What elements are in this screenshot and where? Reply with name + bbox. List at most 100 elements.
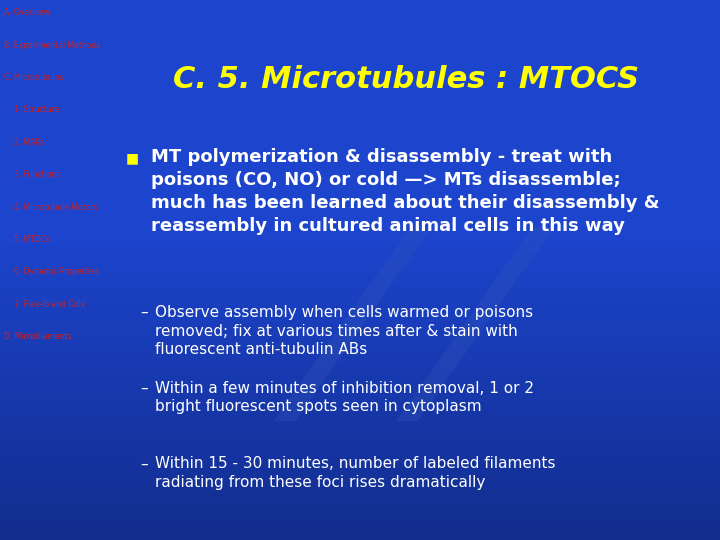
Text: –: – bbox=[140, 381, 148, 396]
Bar bbox=[0, 531, 720, 532]
Bar bbox=[0, 418, 720, 419]
Bar bbox=[0, 484, 720, 485]
Bar bbox=[0, 496, 720, 497]
Bar bbox=[0, 466, 720, 467]
Bar bbox=[0, 521, 720, 522]
Bar bbox=[0, 475, 720, 476]
Bar bbox=[0, 473, 720, 474]
Bar bbox=[0, 296, 720, 297]
Text: 5. MTOCs: 5. MTOCs bbox=[14, 235, 50, 244]
Bar bbox=[0, 329, 720, 330]
Bar bbox=[0, 417, 720, 418]
Bar bbox=[0, 269, 720, 270]
Bar bbox=[0, 442, 720, 443]
Bar bbox=[0, 283, 720, 284]
Bar bbox=[0, 281, 720, 282]
Bar bbox=[0, 523, 720, 524]
Bar bbox=[0, 241, 720, 242]
Bar bbox=[0, 474, 720, 475]
Bar bbox=[0, 359, 720, 360]
Bar bbox=[0, 426, 720, 427]
Text: D. Microfilaments: D. Microfilaments bbox=[4, 332, 71, 341]
Text: MT polymerization & disassembly - treat with
poisons (CO, NO) or cold —> MTs dis: MT polymerization & disassembly - treat … bbox=[151, 148, 660, 235]
Bar bbox=[0, 438, 720, 439]
Bar bbox=[0, 494, 720, 495]
Bar bbox=[0, 430, 720, 431]
Bar bbox=[0, 271, 720, 272]
Bar bbox=[0, 513, 720, 514]
Bar bbox=[0, 295, 720, 296]
Bar bbox=[0, 510, 720, 511]
Text: –: – bbox=[140, 456, 148, 471]
Bar bbox=[0, 275, 720, 276]
Bar bbox=[0, 452, 720, 453]
Bar bbox=[0, 427, 720, 428]
Bar bbox=[0, 297, 720, 298]
Bar bbox=[0, 502, 720, 503]
Bar bbox=[0, 363, 720, 364]
Bar bbox=[0, 345, 720, 346]
Bar bbox=[0, 411, 720, 412]
Bar bbox=[0, 397, 720, 398]
Bar bbox=[0, 256, 720, 257]
Bar bbox=[0, 305, 720, 306]
Bar bbox=[0, 428, 720, 429]
Bar bbox=[0, 435, 720, 436]
Bar bbox=[0, 280, 720, 281]
Bar bbox=[0, 425, 720, 426]
Bar bbox=[0, 286, 720, 287]
Bar bbox=[0, 491, 720, 492]
Bar bbox=[0, 323, 720, 324]
Text: C. Microtubules: C. Microtubules bbox=[4, 73, 63, 82]
Bar bbox=[0, 527, 720, 528]
Bar bbox=[0, 410, 720, 411]
Bar bbox=[0, 456, 720, 457]
Bar bbox=[0, 374, 720, 375]
Bar bbox=[0, 356, 720, 357]
Bar bbox=[0, 294, 720, 295]
Bar bbox=[0, 444, 720, 445]
Bar bbox=[0, 246, 720, 247]
Bar bbox=[0, 284, 720, 285]
Bar bbox=[0, 409, 720, 410]
Bar bbox=[0, 389, 720, 390]
Bar bbox=[0, 407, 720, 408]
Bar bbox=[0, 476, 720, 477]
Bar bbox=[0, 302, 720, 303]
Bar bbox=[0, 258, 720, 259]
Bar bbox=[0, 529, 720, 530]
Bar bbox=[0, 390, 720, 391]
Bar bbox=[0, 242, 720, 243]
Bar bbox=[0, 403, 720, 404]
Bar bbox=[0, 468, 720, 469]
Bar bbox=[0, 413, 720, 414]
Bar bbox=[0, 465, 720, 466]
Bar bbox=[0, 352, 720, 353]
Bar bbox=[0, 488, 720, 489]
Text: B. Experimental Methods: B. Experimental Methods bbox=[4, 40, 100, 50]
Bar bbox=[0, 349, 720, 350]
Bar bbox=[0, 457, 720, 458]
Bar bbox=[0, 462, 720, 463]
Bar bbox=[0, 458, 720, 459]
Bar bbox=[0, 336, 720, 337]
Bar bbox=[0, 514, 720, 515]
Bar bbox=[0, 322, 720, 323]
Bar bbox=[0, 250, 720, 251]
Bar bbox=[0, 365, 720, 366]
Bar bbox=[0, 279, 720, 280]
Bar bbox=[0, 340, 720, 341]
Bar bbox=[0, 357, 720, 358]
Bar bbox=[0, 402, 720, 403]
Bar bbox=[0, 350, 720, 351]
Bar bbox=[0, 414, 720, 415]
Bar bbox=[0, 497, 720, 498]
Bar bbox=[0, 455, 720, 456]
Bar bbox=[0, 368, 720, 369]
Bar bbox=[0, 319, 720, 320]
Bar bbox=[0, 469, 720, 470]
Bar bbox=[0, 388, 720, 389]
Bar bbox=[0, 332, 720, 333]
Bar bbox=[0, 333, 720, 334]
Bar bbox=[0, 272, 720, 273]
